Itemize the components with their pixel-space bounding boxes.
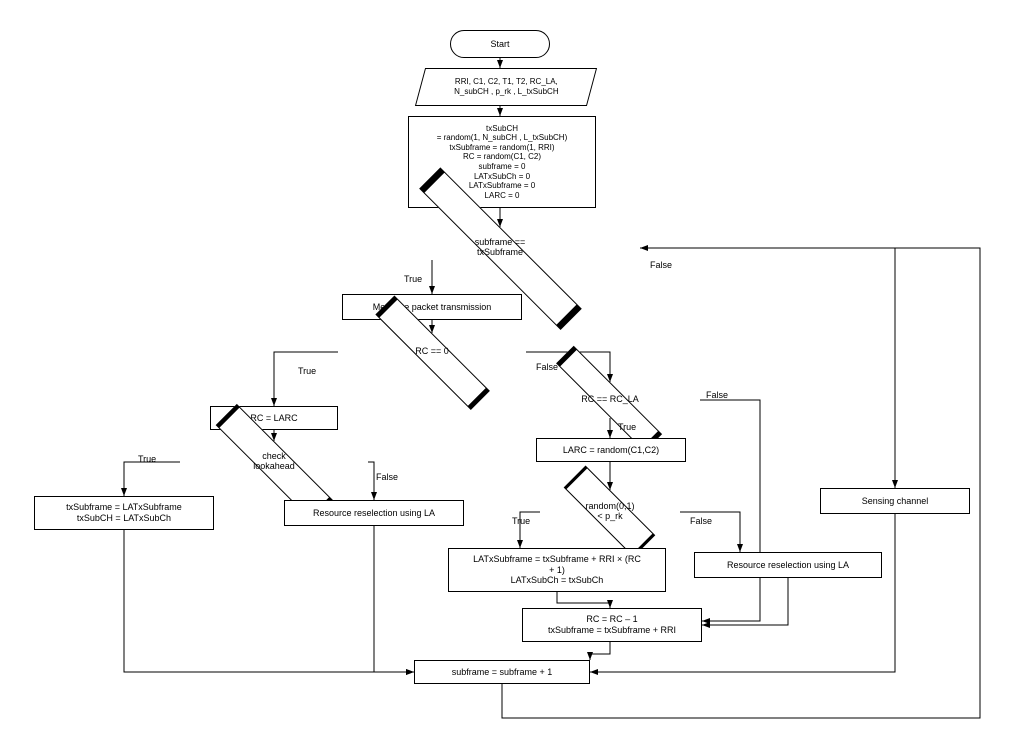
node-label-d_rc0: RC == 0 — [337, 333, 527, 371]
edge-19 — [124, 530, 414, 672]
node-label-incr: subframe = subframe + 1 — [452, 667, 553, 678]
edge-label-6: True — [298, 366, 316, 376]
node-tx: Message packet transmission — [342, 294, 522, 320]
node-prk_true: LATxSubframe = txSubframe + RRI × (RC+ 1… — [448, 548, 666, 592]
node-label-rc_larc: RC = LARC — [250, 413, 297, 424]
edge-label-14: True — [512, 516, 530, 526]
node-label-prk_false: Resource reselection using LA — [727, 560, 849, 571]
node-input: RRI, C1, C2, T1, T2, RC_LA,N_subCH , p_r… — [415, 68, 597, 106]
node-d_la: checklookahead — [179, 441, 369, 483]
edge-label-9: True — [138, 454, 156, 464]
node-d_prk: random(0,1)< p_rk — [540, 490, 680, 534]
edge-label-11: True — [618, 422, 636, 432]
node-label-input: RRI, C1, C2, T1, T2, RC_LA,N_subCH , p_r… — [454, 77, 559, 96]
edge-label-7: False — [536, 362, 558, 372]
node-start: Start — [450, 30, 550, 58]
node-d_rc0: RC == 0 — [337, 333, 527, 371]
edge-layer — [0, 0, 1035, 753]
edge-label-10: False — [376, 472, 398, 482]
node-d_rcla: RC == RC_LA — [520, 382, 700, 418]
edge-9 — [124, 462, 180, 496]
edge-label-12: False — [706, 390, 728, 400]
node-sensing: Sensing channel — [820, 488, 970, 514]
edge-label-3: True — [404, 274, 422, 284]
edge-label-15: False — [690, 516, 712, 526]
node-label-la_true: txSubframe = LATxSubframetxSubCH = LATxS… — [66, 502, 182, 524]
node-label-la_false: Resource reselection using LA — [313, 508, 435, 519]
node-la_true: txSubframe = LATxSubframetxSubCH = LATxS… — [34, 496, 214, 530]
edge-17 — [702, 578, 788, 625]
edge-16 — [557, 592, 610, 608]
node-prk_false: Resource reselection using LA — [694, 552, 882, 578]
node-label-d_prk: random(0,1)< p_rk — [540, 490, 680, 534]
node-d_subframe: subframe ==txSubframe — [360, 227, 640, 269]
edge-20 — [374, 526, 414, 672]
node-incr: subframe = subframe + 1 — [414, 660, 590, 684]
node-label-d_rcla: RC == RC_LA — [520, 382, 700, 418]
node-label-d_subframe: subframe ==txSubframe — [360, 227, 640, 269]
node-label-d_la: checklookahead — [179, 441, 369, 483]
edge-6 — [274, 352, 338, 406]
node-label-rc_dec: RC = RC – 1txSubframe = txSubframe + RRI — [548, 614, 676, 636]
node-label-start: Start — [490, 39, 509, 50]
node-label-sensing: Sensing channel — [862, 496, 929, 507]
node-rc_dec: RC = RC – 1txSubframe = txSubframe + RRI — [522, 608, 702, 642]
node-larc_rand: LARC = random(C1,C2) — [536, 438, 686, 462]
node-la_false: Resource reselection using LA — [284, 500, 464, 526]
node-label-prk_true: LATxSubframe = txSubframe + RRI × (RC+ 1… — [473, 554, 641, 586]
node-label-larc_rand: LARC = random(C1,C2) — [563, 445, 659, 456]
edge-18 — [590, 642, 610, 660]
edge-12 — [700, 400, 760, 621]
edge-label-4: False — [650, 260, 672, 270]
